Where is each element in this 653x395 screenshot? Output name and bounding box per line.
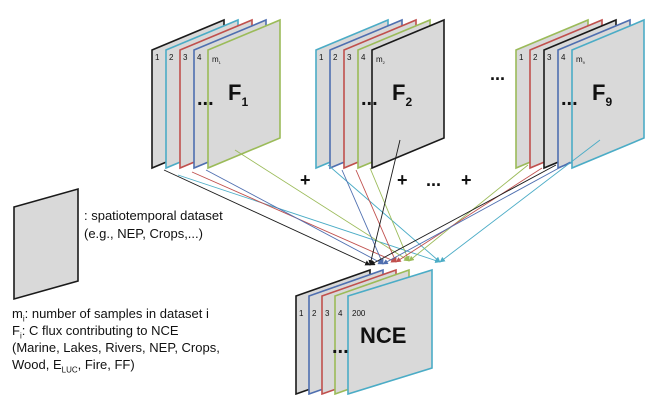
f9-title: F9 xyxy=(592,80,612,109)
nce-index-1: 1 xyxy=(299,309,304,318)
f2-m-label: m2 xyxy=(376,55,386,65)
nce-front-sheet xyxy=(347,268,433,395)
plus-operator-1: + xyxy=(300,170,311,190)
legend-flux-list-line1: (Marine, Lakes, Rivers, NEP, Crops, xyxy=(12,340,220,355)
arrow-f2-m xyxy=(368,139,401,266)
f1-index-1: 1 xyxy=(155,53,160,62)
f1-title: F1 xyxy=(228,80,248,109)
nce-ellipsis: ... xyxy=(332,336,349,358)
f1-title-main: F xyxy=(228,80,241,105)
f2-index-1: 1 xyxy=(319,53,324,62)
plus-operator-2: + xyxy=(397,170,408,190)
f2-title: F2 xyxy=(392,80,412,109)
f9-index-3: 3 xyxy=(547,53,552,62)
f9-m-label: m9 xyxy=(576,55,586,65)
f9-title-subscript: 9 xyxy=(605,95,612,109)
f2-index-2: 2 xyxy=(333,53,338,62)
nce-title: NCE xyxy=(360,323,406,348)
nce-index-2: 2 xyxy=(312,309,317,318)
arrow-f1-m xyxy=(234,149,410,262)
f2-index-3: 3 xyxy=(347,53,352,62)
arrow-f9-2 xyxy=(395,167,543,263)
nce-m-label: 200 xyxy=(352,309,366,318)
f2-m-label-subscript: 2 xyxy=(383,60,386,65)
nce-index-4: 4 xyxy=(338,309,343,318)
arrow-f9-4 xyxy=(382,161,571,265)
f9-m-label-main: m xyxy=(576,55,583,64)
stack-gap-ellipsis: ... xyxy=(490,64,505,84)
legend-dataset-icon xyxy=(13,187,79,301)
f1-m-label-main: m xyxy=(212,55,219,64)
f2-title-main: F xyxy=(392,80,405,105)
f2-front-sheet xyxy=(371,18,445,170)
f2-m-label-main: m xyxy=(376,55,383,64)
legend-dataset-label: : spatiotemporal dataset xyxy=(84,208,223,223)
arrow-f2-2 xyxy=(341,169,384,265)
arrow-f1-2 xyxy=(177,174,441,264)
f1-front-sheet xyxy=(207,18,281,170)
f9-front-sheet xyxy=(571,18,645,170)
legend-m-definition: mi: number of samples in dataset i xyxy=(12,306,209,324)
plus-operator-3: + xyxy=(461,170,472,190)
f1-index-2: 2 xyxy=(169,53,174,62)
arrow-f1-1 xyxy=(163,169,371,266)
f1-index-4: 4 xyxy=(197,53,202,62)
legend-dataset-examples: (e.g., NEP, Crops,...) xyxy=(84,226,203,241)
f2-title-subscript: 2 xyxy=(405,95,412,109)
arrow-f9-m xyxy=(439,139,601,263)
f2-ellipsis: ... xyxy=(361,88,378,110)
arrow-f2-4 xyxy=(369,167,410,262)
f9-index-1: 1 xyxy=(519,53,524,62)
legend-f-definition: Fi: C flux contributing to NCE xyxy=(12,323,179,341)
f9-title-main: F xyxy=(592,80,605,105)
arrow-f2-3 xyxy=(355,169,397,263)
f1-title-subscript: 1 xyxy=(241,95,248,109)
legend-flux-list-line2: Wood, ELUC, Fire, FF) xyxy=(12,357,135,375)
f2-index-4: 4 xyxy=(361,53,366,62)
f9-index-4: 4 xyxy=(561,53,566,62)
f1-m-label: m1 xyxy=(212,55,222,65)
nce-index-3: 3 xyxy=(325,309,330,318)
f9-index-2: 2 xyxy=(533,53,538,62)
arrow-f9-1 xyxy=(408,164,529,262)
operator-ellipsis: ... xyxy=(426,170,441,190)
arrow-f1-4 xyxy=(205,169,384,265)
f1-ellipsis: ... xyxy=(197,88,214,110)
arrow-f2-1 xyxy=(327,164,441,263)
f9-m-label-subscript: 9 xyxy=(583,60,586,65)
arrow-f9-3 xyxy=(369,164,557,266)
f1-m-label-subscript: 1 xyxy=(219,60,222,65)
f1-index-3: 3 xyxy=(183,53,188,62)
f9-ellipsis: ... xyxy=(561,88,578,110)
